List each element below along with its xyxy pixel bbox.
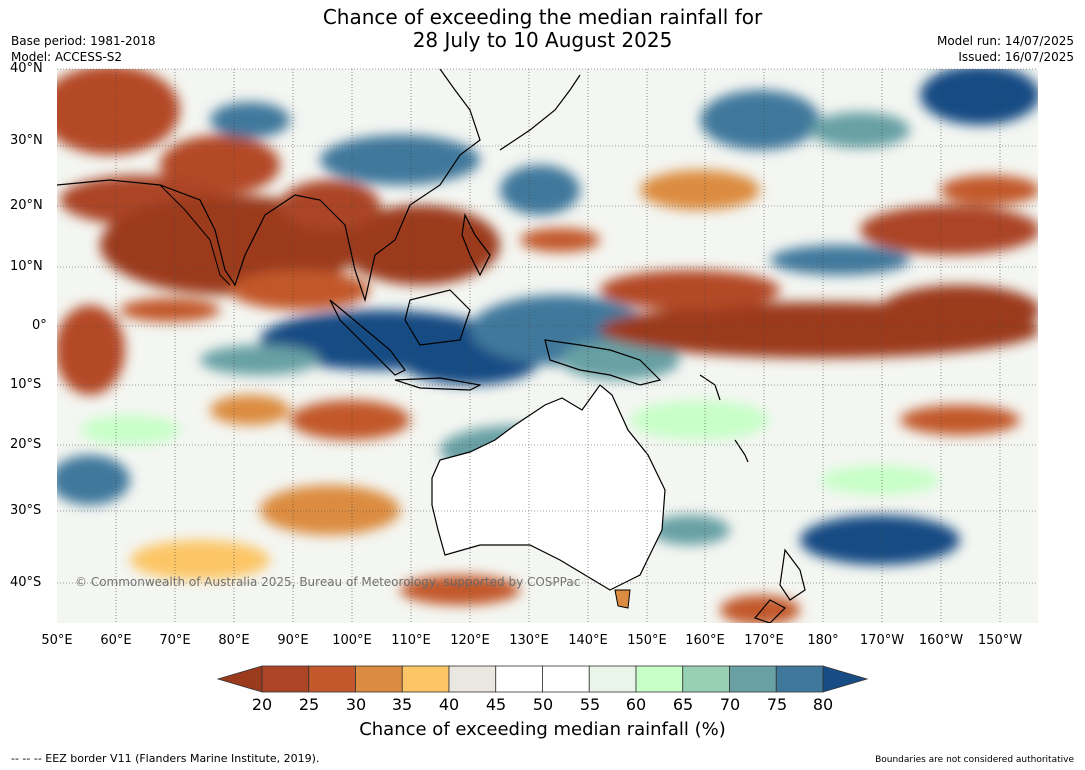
graticule [57,68,1038,623]
java-outline [394,377,482,391]
australia-landmass [431,384,666,591]
borneo-outline [404,289,471,346]
new-guinea-outline [544,339,662,386]
colorbar-segment [401,665,450,693]
lon-label-150w: 150°W [977,633,1023,648]
colorbar-tick-50: 50 [532,695,554,714]
india-coast [159,184,231,286]
colorbar-tick-40: 40 [438,695,460,714]
colorbar-segment [261,665,310,693]
colorbar-tick-55: 55 [579,695,601,714]
issued-date: Issued: 16/07/2025 [958,50,1074,64]
lon-label-130e: 130°E [509,633,549,648]
colorbar-segment [682,665,730,693]
lat-label-30n: 30°N [10,133,43,148]
lon-label-120e: 120°E [450,633,490,648]
model-run: Model run: 14/07/2025 [936,34,1074,48]
lon-label-140e: 140°E [568,633,608,648]
lon-label-160w: 160°W [918,633,964,648]
lat-label-40s: 40°S [10,575,42,590]
colorbar-arrow-low [216,665,263,693]
lon-label-160e: 160°E [685,633,725,648]
colorbar-tick-25: 25 [298,695,320,714]
copyright-notice: © Commonwealth of Australia 2025, Bureau… [75,575,581,589]
asia-coastline [57,69,481,303]
philippines-outline [461,213,491,277]
colorbar-segment [588,665,637,693]
colorbar-segment [448,665,497,693]
new-zealand-south [753,599,786,623]
lat-label-30s: 30°S [10,503,42,518]
lon-label-90e: 90°E [277,633,309,648]
colorbar-tick-65: 65 [672,695,694,714]
colorbar-tick-35: 35 [391,695,413,714]
colorbar-arrow-high [822,665,869,693]
model-name: Model: ACCESS-S2 [11,50,123,64]
new-zealand-north [779,548,806,601]
lon-label-70e: 70°E [159,633,191,648]
eez-border-note: -- -- -- EEZ border V11 (Flanders Marine… [11,752,320,765]
lon-label-170e: 170°E [744,633,784,648]
map-title-line1: Chance of exceeding the median rainfall … [322,5,763,29]
meta-left: Base period: 1981-2018 Model: ACCESS-S2 [11,33,156,65]
lat-label-equator: 0° [32,318,47,333]
colorbar-tick-60: 60 [625,695,647,714]
colorbar-tick-75: 75 [766,695,788,714]
colorbar-segment [635,665,684,693]
colorbar-segment [542,665,590,693]
lat-label-40n: 40°N [10,61,43,76]
colorbar-segment [308,665,356,693]
lat-label-10s: 10°S [10,377,42,392]
colorbar-segments [216,665,869,693]
colorbar-tick-45: 45 [485,695,507,714]
lat-label-20s: 20°S [10,437,42,452]
lon-label-170w: 170°W [859,633,905,648]
colorbar-segment [495,665,543,693]
lon-label-60e: 60°E [100,633,132,648]
colorbar-segment [775,665,824,693]
colorbar-segment [355,665,403,693]
japan-outline [499,74,581,151]
sumatra-outline [329,299,406,376]
lon-label-100e: 100°E [332,633,372,648]
tasmania [614,589,631,609]
colorbar-tick-70: 70 [719,695,741,714]
boundaries-disclaimer: Boundaries are not considered authoritat… [875,755,1074,765]
colorbar-segment [729,665,777,693]
map-title-line2: 28 July to 10 August 2025 [412,28,673,52]
map-field [57,69,1038,623]
meta-right: Model run: 14/07/2025 Issued: 16/07/2025 [937,33,1074,65]
lon-label-110e: 110°E [391,633,431,648]
lon-label-150e: 150°E [627,633,667,648]
lat-label-20n: 20°N [10,198,43,213]
base-period: Base period: 1981-2018 [11,34,156,48]
colorbar-title: Chance of exceeding median rainfall (%) [359,719,726,740]
lon-label-180: 180° [807,633,839,648]
lat-label-10n: 10°N [10,259,43,274]
lon-label-80e: 80°E [218,633,250,648]
colorbar-tick-80: 80 [812,695,834,714]
colorbar-tick-30: 30 [345,695,367,714]
colorbar-tick-20: 20 [251,695,273,714]
lon-label-50e: 50°E [41,633,73,648]
